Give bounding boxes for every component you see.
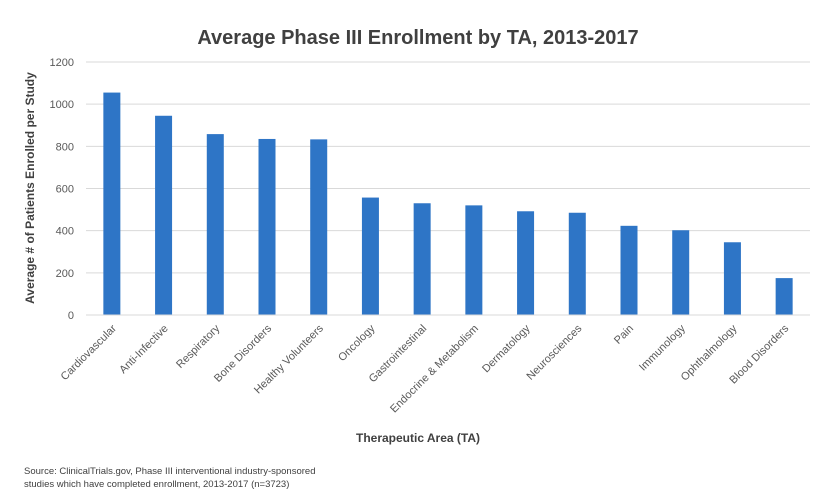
- x-tick-label: Oncology: [336, 322, 378, 364]
- bar: [206, 134, 224, 315]
- chart-title: Average Phase III Enrollment by TA, 2013…: [197, 27, 638, 49]
- bar: [413, 203, 431, 315]
- bar: [620, 225, 638, 315]
- bar: [517, 211, 535, 315]
- y-tick-label: 1200: [50, 57, 74, 69]
- bar: [258, 138, 276, 315]
- x-tick-label: Cardiovascular: [59, 322, 120, 383]
- y-tick-label: 800: [56, 141, 74, 153]
- bar: [672, 230, 690, 315]
- x-tick-label: Anti-Infective: [117, 323, 170, 376]
- y-tick-label: 600: [56, 184, 74, 196]
- y-axis-label: Average # of Patients Enrolled per Study: [23, 72, 37, 304]
- bar: [568, 212, 586, 315]
- source-note-line-1: Source: ClinicalTrials.gov, Phase III in…: [24, 466, 315, 477]
- bar: [103, 92, 121, 315]
- x-axis-label: Therapeutic Area (TA): [356, 431, 480, 445]
- x-tick-label: Respiratory: [174, 322, 223, 371]
- bar: [723, 242, 741, 315]
- y-tick-label: 0: [68, 310, 74, 322]
- gridlines: [86, 61, 810, 274]
- x-tick-label: Neurosciences: [524, 322, 584, 382]
- bar: [775, 278, 793, 315]
- x-tick-label: Endocrine & Metabolism: [388, 323, 481, 416]
- y-axis-ticks: 0 200 400 600 800 1000 1200: [50, 57, 74, 322]
- source-note-line-2: studies which have completed enrollment,…: [24, 479, 289, 490]
- bar: [155, 115, 173, 315]
- bar: [465, 205, 483, 315]
- y-tick-label: 1000: [50, 99, 74, 111]
- x-tick-label: Pain: [612, 323, 636, 347]
- bar: [310, 139, 328, 315]
- x-tick-label: Dermatology: [480, 322, 533, 375]
- bar: [361, 197, 379, 315]
- x-tick-label: Immunology: [637, 322, 688, 373]
- y-tick-label: 400: [56, 226, 74, 238]
- bars: [103, 92, 793, 315]
- y-tick-label: 200: [56, 268, 74, 280]
